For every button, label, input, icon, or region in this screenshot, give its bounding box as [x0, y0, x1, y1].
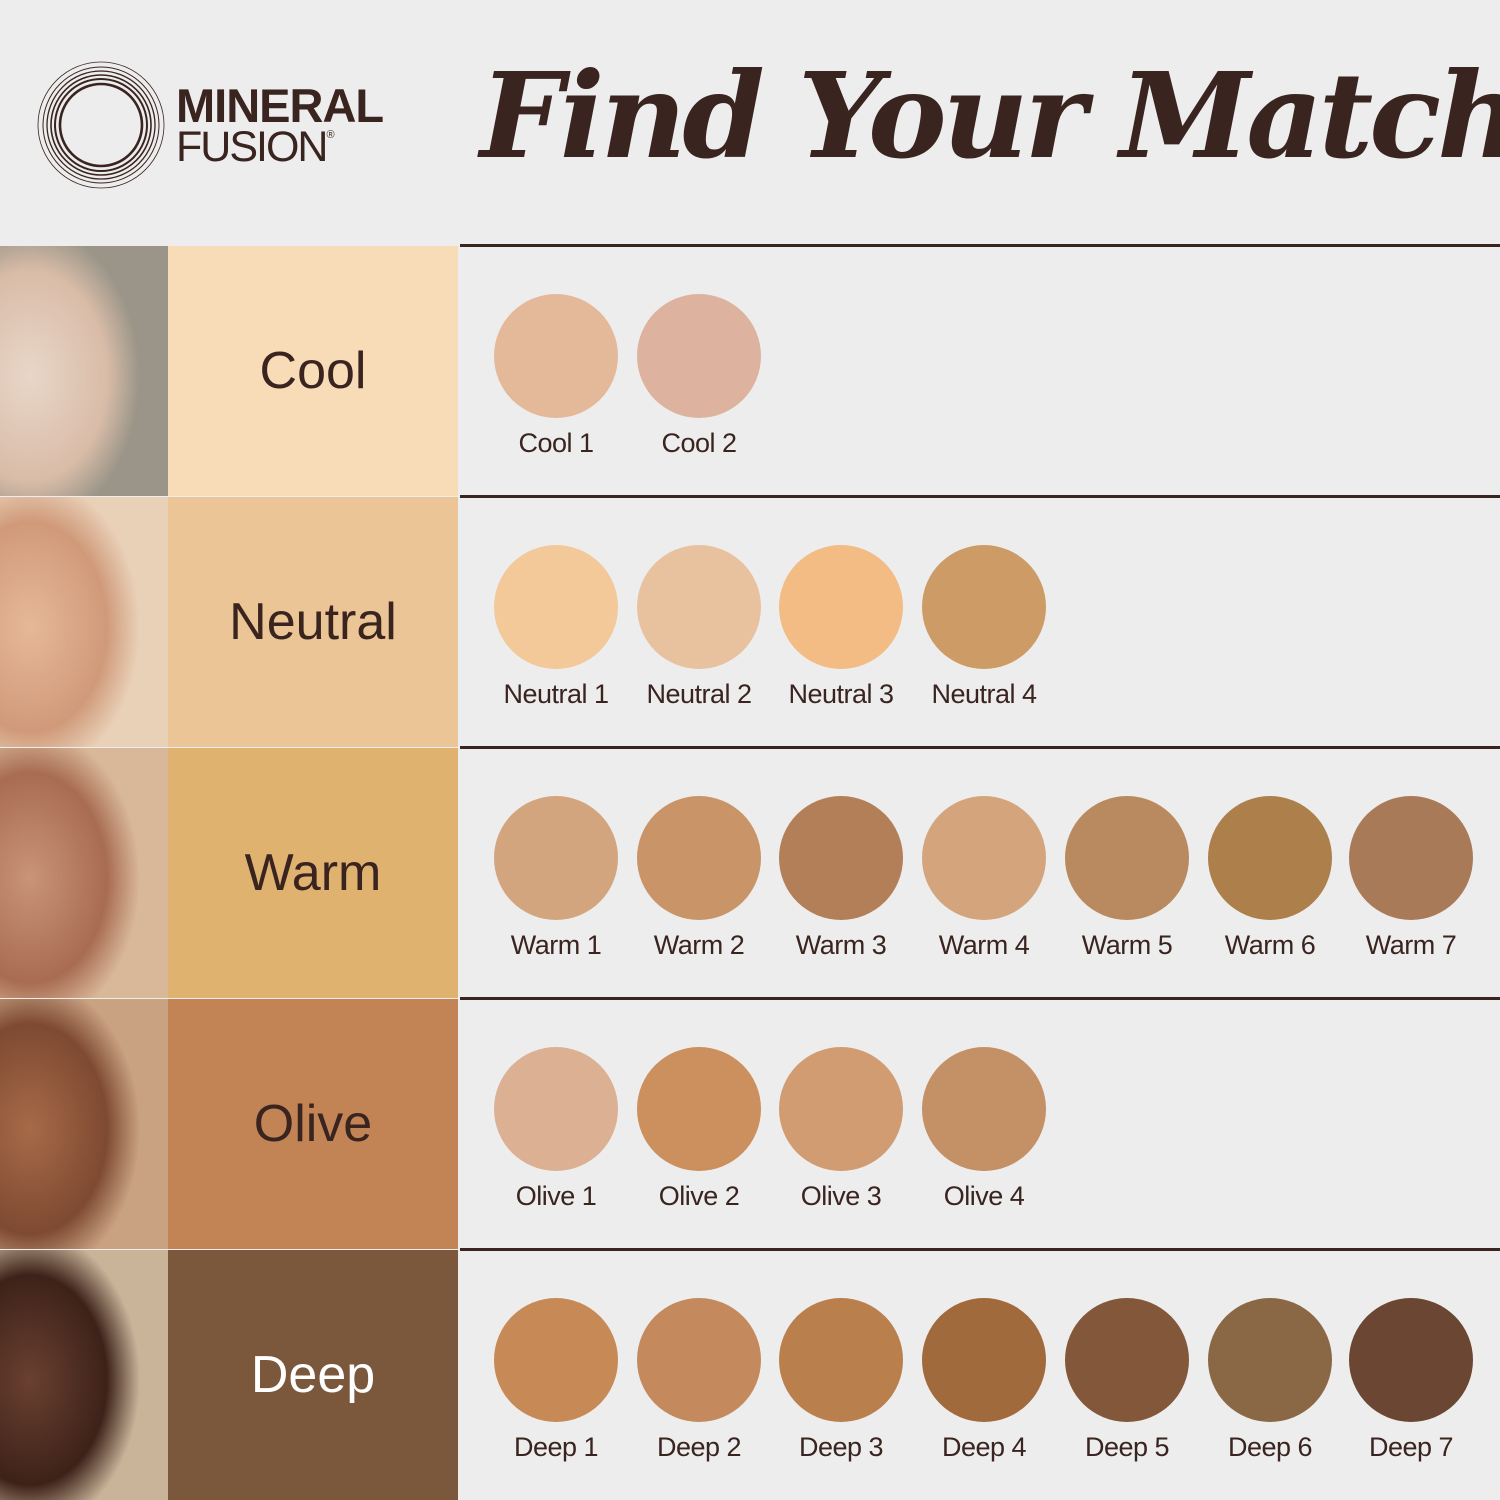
shade-label: Deep 4	[941, 1432, 1027, 1462]
shade-swatch[interactable]	[1065, 1298, 1189, 1422]
shade-label: Warm 3	[795, 930, 887, 960]
shade-label: Deep 3	[798, 1432, 884, 1462]
shade-label: Deep 6	[1227, 1432, 1313, 1462]
shade-swatch[interactable]	[779, 796, 903, 920]
shade-label: Deep 7	[1368, 1432, 1454, 1462]
tone-row-cool: Cool Cool 1 Cool 2	[0, 246, 1500, 496]
shade-swatch[interactable]	[494, 1298, 618, 1422]
shade-label: Warm 1	[510, 930, 602, 960]
tone-row-neutral: Neutral Neutral 1 Neutral 2 Neutral 3 Neutra…	[0, 497, 1500, 747]
shade-label: Warm 4	[938, 930, 1030, 960]
shade-swatch[interactable]	[1208, 1298, 1332, 1422]
shade-label: Neutral 2	[646, 679, 752, 709]
row-divider	[460, 244, 1500, 247]
shade-label: Olive 2	[658, 1181, 740, 1211]
shade-swatch[interactable]	[779, 1047, 903, 1171]
row-divider	[460, 1248, 1500, 1251]
shade-label: Deep 2	[656, 1432, 742, 1462]
model-photo	[0, 999, 168, 1249]
model-photo	[0, 1250, 168, 1500]
shade-label: Olive 3	[800, 1181, 882, 1211]
shade-swatch[interactable]	[494, 796, 618, 920]
shade-swatch[interactable]	[779, 1298, 903, 1422]
shade-label: Olive 4	[943, 1181, 1025, 1211]
shade-label: Neutral 3	[788, 679, 894, 709]
tone-label: Cool	[168, 246, 458, 496]
shade-label: Warm 5	[1081, 930, 1173, 960]
shade-swatch[interactable]	[637, 1047, 761, 1171]
shade-swatch[interactable]	[1349, 1298, 1473, 1422]
shade-swatch[interactable]	[494, 545, 618, 669]
model-photo	[0, 497, 168, 747]
shade-swatch[interactable]	[922, 545, 1046, 669]
brand-name-line1: MINERAL	[176, 79, 384, 132]
shade-label: Cool 2	[661, 428, 737, 458]
row-divider	[460, 746, 1500, 749]
shade-label: Cool 1	[518, 428, 594, 458]
shade-swatch[interactable]	[637, 545, 761, 669]
page-title: Find Your Match	[480, 46, 1500, 185]
model-photo	[0, 748, 168, 998]
row-divider	[460, 997, 1500, 1000]
shade-swatch[interactable]	[494, 294, 618, 418]
shade-swatch[interactable]	[1349, 796, 1473, 920]
shade-swatch[interactable]	[637, 294, 761, 418]
tone-label: Deep	[168, 1250, 458, 1500]
tone-row-deep: Deep Deep 1 Deep 2 Deep 3 Deep 4 Deep 5 Deep 6…	[0, 1250, 1500, 1500]
shade-swatch[interactable]	[779, 545, 903, 669]
tone-row-olive: Olive Olive 1 Olive 2 Olive 3 Olive 4	[0, 999, 1500, 1249]
shade-swatch[interactable]	[922, 796, 1046, 920]
shade-swatch[interactable]	[1208, 796, 1332, 920]
shade-label: Warm 7	[1365, 930, 1457, 960]
row-divider	[460, 495, 1500, 498]
shade-label: Warm 6	[1224, 930, 1316, 960]
shade-label: Deep 5	[1084, 1432, 1170, 1462]
shade-label: Olive 1	[515, 1181, 597, 1211]
tone-label: Warm	[168, 748, 458, 998]
model-photo	[0, 246, 168, 496]
shade-swatch[interactable]	[1065, 796, 1189, 920]
shade-swatch[interactable]	[494, 1047, 618, 1171]
shade-label: Neutral 1	[503, 679, 609, 709]
shade-swatch[interactable]	[922, 1298, 1046, 1422]
shade-label: Neutral 4	[931, 679, 1037, 709]
shade-label: Warm 2	[653, 930, 745, 960]
shade-swatch[interactable]	[637, 796, 761, 920]
shade-label: Deep 1	[513, 1432, 599, 1462]
brand-logo: MINERAL FUSION®	[36, 60, 436, 190]
shade-swatch[interactable]	[637, 1298, 761, 1422]
brand-name-line2: FUSION®	[176, 123, 335, 171]
tone-row-warm: Warm Warm 1 Warm 2 Warm 3 Warm 4 Warm 5 Warm 6…	[0, 748, 1500, 998]
tone-label: Neutral	[168, 497, 458, 747]
shade-swatch[interactable]	[922, 1047, 1046, 1171]
tone-label: Olive	[168, 999, 458, 1249]
rings-logo-icon	[37, 61, 165, 189]
